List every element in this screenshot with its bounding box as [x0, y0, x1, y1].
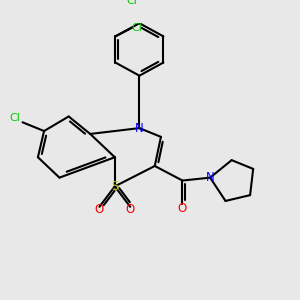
Text: O: O	[126, 203, 135, 216]
Text: O: O	[95, 203, 104, 216]
Text: Cl: Cl	[9, 113, 20, 123]
Text: S: S	[111, 180, 118, 193]
Text: N: N	[135, 122, 144, 135]
Text: O: O	[178, 202, 187, 215]
Text: N: N	[206, 171, 214, 184]
Text: Cl: Cl	[131, 22, 142, 33]
Text: Cl: Cl	[126, 0, 137, 6]
